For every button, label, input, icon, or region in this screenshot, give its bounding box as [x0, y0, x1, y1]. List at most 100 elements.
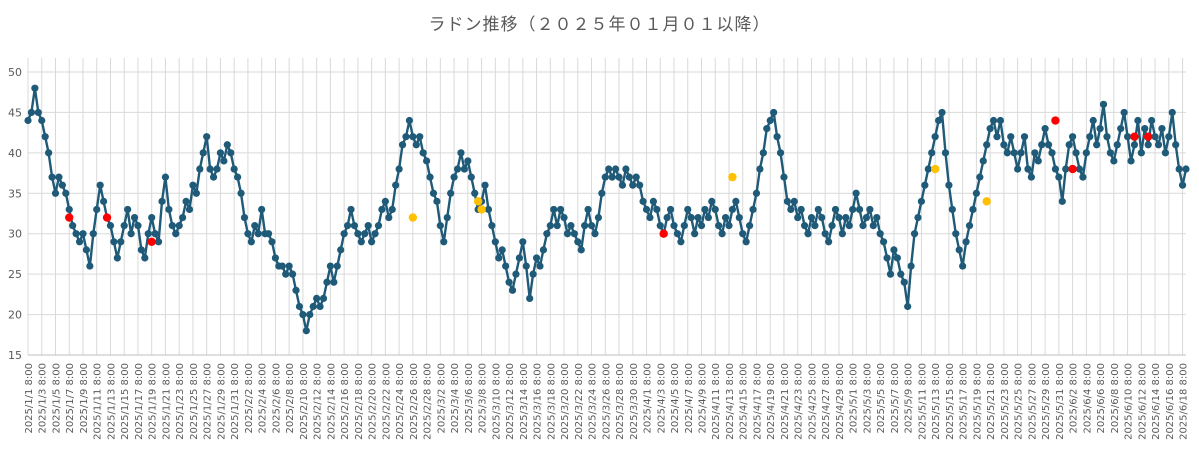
x-tick-label: 2025/5/9 8:00: [904, 363, 915, 434]
data-point: [1020, 133, 1029, 141]
data-point: [663, 213, 671, 222]
x-tick-label: 2025/1/17 8:00: [134, 363, 145, 440]
data-point: [69, 222, 77, 230]
data-point: [1024, 165, 1032, 173]
data-point: [759, 149, 767, 157]
data-point: [453, 165, 462, 173]
data-point: [821, 230, 829, 238]
x-tick-label: 2025/4/25 8:00: [807, 363, 818, 440]
data-point: [1165, 133, 1173, 141]
data-point: [436, 222, 444, 230]
x-tick-label: 2025/3/8 8:00: [478, 363, 489, 434]
data-point: [1000, 141, 1008, 149]
data-point: [797, 205, 805, 214]
data-point: [209, 173, 218, 181]
data-point: [368, 238, 376, 246]
data-point: [1161, 149, 1169, 157]
data-point: [1144, 141, 1152, 149]
red-highlight-point: [102, 213, 112, 222]
data-point: [965, 222, 974, 230]
data-point: [127, 230, 135, 238]
data-point: [271, 254, 280, 262]
data-point: [883, 254, 891, 262]
data-point: [130, 213, 139, 222]
x-tick-label: 2025/5/31 8:00: [1055, 363, 1066, 440]
data-point: [1175, 165, 1183, 173]
data-point: [924, 165, 932, 173]
data-point: [223, 141, 231, 149]
data-point: [151, 230, 159, 238]
x-axis-ticks: 2025/1/1 8:00 2025/1/3 8:00 2025/1/5 8:00 2…: [24, 363, 1190, 440]
data-point: [106, 222, 115, 230]
x-tick-label: 2025/2/28 8:00: [423, 363, 434, 440]
x-tick-label: 2025/3/10 8:00: [491, 363, 502, 440]
data-point: [653, 205, 661, 214]
data-point: [632, 173, 640, 181]
data-point: [1099, 100, 1108, 108]
x-tick-label: 2025/5/5 8:00: [876, 363, 887, 434]
data-point: [673, 230, 682, 238]
data-point: [1172, 141, 1180, 149]
y-tick-label: 20: [8, 309, 22, 322]
data-point: [721, 213, 730, 222]
red-highlight-point: [1130, 132, 1139, 141]
data-point: [484, 205, 493, 214]
data-point: [416, 133, 424, 141]
data-point: [237, 189, 245, 197]
data-point: [65, 205, 73, 214]
data-point: [326, 262, 334, 270]
red-highlight-point: [1068, 164, 1077, 174]
data-point: [309, 302, 317, 311]
data-point: [409, 133, 417, 141]
data-point: [962, 238, 970, 246]
data-point: [357, 238, 365, 246]
y-tick-label: 15: [8, 349, 22, 362]
x-tick-label: 2025/3/16 8:00: [533, 363, 544, 440]
data-point: [739, 230, 747, 238]
data-point: [447, 189, 455, 197]
x-tick-label: 2025/1/23 8:00: [175, 363, 186, 440]
x-tick-label: 2025/6/16 8:00: [1165, 363, 1176, 440]
data-point: [783, 197, 792, 205]
grid-lines: [27, 58, 1186, 356]
data-point: [96, 181, 104, 189]
data-point: [701, 205, 709, 214]
data-point: [543, 230, 551, 238]
data-point: [165, 205, 173, 214]
data-point: [381, 197, 389, 205]
data-point: [873, 213, 881, 222]
data-point: [75, 238, 84, 246]
data-point: [691, 230, 699, 238]
x-tick-label: 2025/6/2 8:00: [1069, 363, 1080, 434]
data-point: [594, 213, 603, 222]
data-point: [979, 157, 987, 165]
red-highlight-point: [1051, 116, 1060, 125]
data-point: [1031, 149, 1039, 157]
data-point: [58, 181, 66, 189]
data-point: [780, 173, 788, 181]
data-point: [498, 246, 506, 254]
data-point: [1110, 157, 1118, 165]
data-point: [1003, 149, 1011, 157]
red-highlight-point: [1144, 132, 1153, 141]
data-point: [880, 238, 888, 246]
data-point: [302, 327, 310, 335]
data-point: [72, 230, 80, 238]
x-tick-label: 2025/5/19 8:00: [972, 363, 983, 440]
data-point: [605, 165, 613, 173]
data-point: [148, 213, 156, 222]
data-point: [378, 205, 386, 214]
data-point: [708, 197, 716, 205]
data-point: [337, 246, 345, 254]
data-point: [168, 222, 176, 230]
data-point: [460, 165, 468, 173]
data-point: [443, 213, 451, 222]
data-point: [862, 213, 871, 222]
data-point: [422, 157, 431, 165]
data-point: [849, 205, 857, 214]
data-point: [1127, 157, 1135, 165]
data-point: [611, 165, 620, 173]
data-point: [986, 125, 994, 133]
x-tick-label: 2025/1/27 8:00: [203, 363, 214, 440]
x-tick-label: 2025/3/22 8:00: [574, 363, 585, 440]
